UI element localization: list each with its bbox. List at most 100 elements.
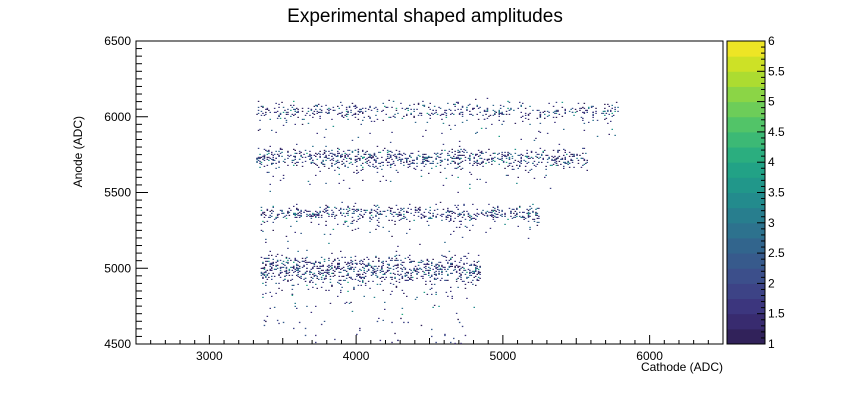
histogram-bin	[332, 157, 335, 159]
histogram-bin	[464, 225, 467, 227]
histogram-bin	[351, 310, 354, 312]
histogram-bin	[448, 259, 451, 261]
histogram-bin	[316, 132, 318, 134]
histogram-bin	[391, 290, 393, 292]
histogram-bin	[407, 166, 409, 168]
histogram-bin	[475, 267, 477, 269]
histogram-bin	[382, 109, 384, 111]
histogram-bin	[303, 118, 305, 120]
histogram-bin	[362, 112, 364, 114]
histogram-bin	[504, 151, 506, 153]
histogram-bin	[472, 108, 474, 110]
histogram-bin	[475, 161, 477, 163]
histogram-bin	[391, 257, 393, 259]
histogram-bin	[337, 295, 339, 297]
histogram-bin	[391, 106, 393, 108]
histogram-bin	[296, 161, 298, 163]
histogram-bin	[359, 108, 361, 110]
histogram-bin	[400, 158, 402, 160]
histogram-bin	[273, 159, 276, 161]
histogram-bin	[279, 117, 282, 119]
histogram-bin	[351, 229, 354, 231]
histogram-bin	[608, 105, 610, 107]
histogram-bin	[373, 152, 376, 154]
histogram-bin	[297, 268, 299, 270]
histogram-bin	[362, 107, 364, 109]
histogram-bin	[326, 157, 329, 159]
histogram-bin	[602, 110, 605, 112]
histogram-bin	[394, 259, 396, 261]
histogram-bin	[319, 210, 321, 212]
histogram-bin	[378, 317, 380, 319]
histogram-bin	[356, 208, 358, 210]
histogram-bin	[392, 268, 395, 270]
histogram-bin	[477, 149, 480, 151]
histogram-bin	[362, 179, 364, 181]
histogram-bin	[460, 223, 462, 225]
histogram-bin	[370, 157, 373, 159]
histogram-bin	[469, 272, 471, 274]
histogram-bin	[344, 269, 346, 271]
histogram-bin	[602, 112, 605, 114]
histogram-bin	[611, 107, 613, 109]
histogram-bin	[435, 266, 437, 268]
histogram-bin	[367, 263, 370, 265]
histogram-bin	[453, 113, 455, 115]
histogram-bin	[310, 156, 313, 158]
histogram-bin	[392, 272, 395, 274]
histogram-bin	[413, 159, 415, 161]
histogram-bin	[256, 160, 258, 162]
y-axis-title: Anode (ADC)	[71, 116, 85, 187]
histogram-bin	[395, 156, 398, 158]
histogram-bin	[281, 262, 283, 264]
histogram-bin	[373, 270, 376, 272]
histogram-bin	[344, 154, 346, 156]
histogram-bin	[519, 211, 521, 213]
histogram-bin	[281, 266, 283, 268]
histogram-bin	[406, 218, 408, 220]
histogram-bin	[364, 209, 367, 211]
histogram-bin	[257, 106, 260, 108]
histogram-bin	[539, 111, 542, 113]
histogram-bin	[375, 161, 377, 163]
histogram-bin	[447, 154, 449, 156]
histogram-bin	[287, 108, 289, 110]
histogram-bin	[411, 162, 414, 164]
histogram-bin	[326, 271, 329, 273]
histogram-bin	[306, 284, 308, 286]
histogram-bin	[342, 269, 345, 271]
histogram-bin	[596, 119, 599, 121]
histogram-bin	[294, 305, 296, 307]
histogram-bin	[461, 150, 464, 152]
histogram-bin	[359, 329, 361, 332]
histogram-bin	[357, 113, 360, 115]
histogram-bin	[263, 165, 266, 167]
histogram-bin	[381, 266, 383, 268]
histogram-bin	[505, 155, 508, 157]
histogram-bin	[406, 295, 408, 297]
histogram-bin	[340, 289, 342, 291]
histogram-bin	[461, 211, 464, 213]
histogram-bin	[473, 157, 475, 159]
histogram-bin	[464, 334, 467, 337]
histogram-bin	[260, 272, 263, 274]
histogram-bin	[533, 177, 536, 179]
histogram-bin	[304, 114, 307, 116]
histogram-bin	[320, 105, 323, 107]
histogram-bin	[341, 104, 343, 106]
histogram-bin	[388, 150, 390, 152]
histogram-bin	[438, 273, 440, 275]
histogram-bin	[447, 102, 449, 104]
histogram-bin	[454, 260, 456, 262]
histogram-bin	[347, 118, 349, 120]
histogram-bin	[504, 167, 506, 169]
histogram-bin	[507, 153, 509, 155]
histogram-bin	[319, 156, 321, 158]
histogram-bin	[310, 157, 313, 159]
histogram-bin	[296, 220, 298, 222]
histogram-bin	[501, 215, 503, 217]
histogram-bin	[341, 111, 343, 113]
histogram-bin	[306, 215, 308, 217]
histogram-bin	[414, 168, 417, 170]
histogram-bin	[323, 156, 326, 158]
